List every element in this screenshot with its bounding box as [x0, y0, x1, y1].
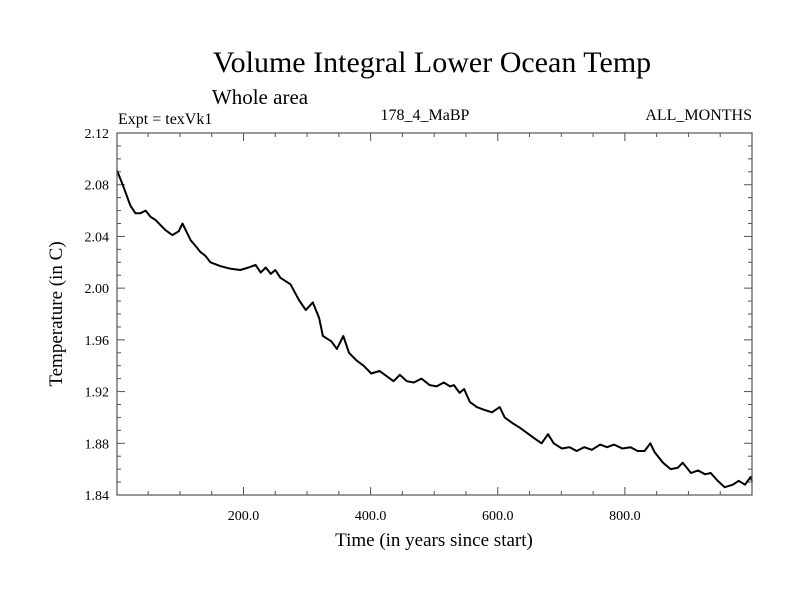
y-tick-label: 2.08 [85, 179, 110, 194]
y-tick-label: 2.00 [85, 282, 110, 297]
axis-ticks [117, 133, 752, 495]
x-axis-label: Time (in years since start) [335, 530, 533, 551]
x-tick-label: 200.0 [228, 509, 260, 524]
tick-labels: 200.0 400.0 600.0 800.0 1.84 1.88 1.92 1.96 2.00… [85, 127, 641, 524]
y-tick-label: 1.96 [85, 334, 110, 349]
series-line [116, 170, 753, 489]
x-tick-label: 600.0 [482, 509, 514, 524]
y-tick-label: 2.12 [85, 127, 110, 142]
period-label: 178_4_MaBP [381, 107, 470, 124]
y-axis-label: Temperature (in C) [46, 241, 67, 386]
months-label: ALL_MONTHS [645, 107, 752, 124]
chart-subtitle: Whole area [212, 85, 309, 109]
x-tick-label: 400.0 [355, 509, 387, 524]
plot-frame [116, 132, 753, 496]
y-tick-label: 2.04 [85, 230, 110, 245]
y-tick-label: 1.84 [85, 489, 110, 504]
chart-title: Volume Integral Lower Ocean Temp [213, 46, 651, 79]
experiment-label: Expt = texVk1 [118, 111, 212, 128]
x-tick-label: 800.0 [609, 509, 641, 524]
y-tick-label: 1.92 [85, 386, 110, 401]
y-tick-label: 1.88 [85, 437, 110, 452]
